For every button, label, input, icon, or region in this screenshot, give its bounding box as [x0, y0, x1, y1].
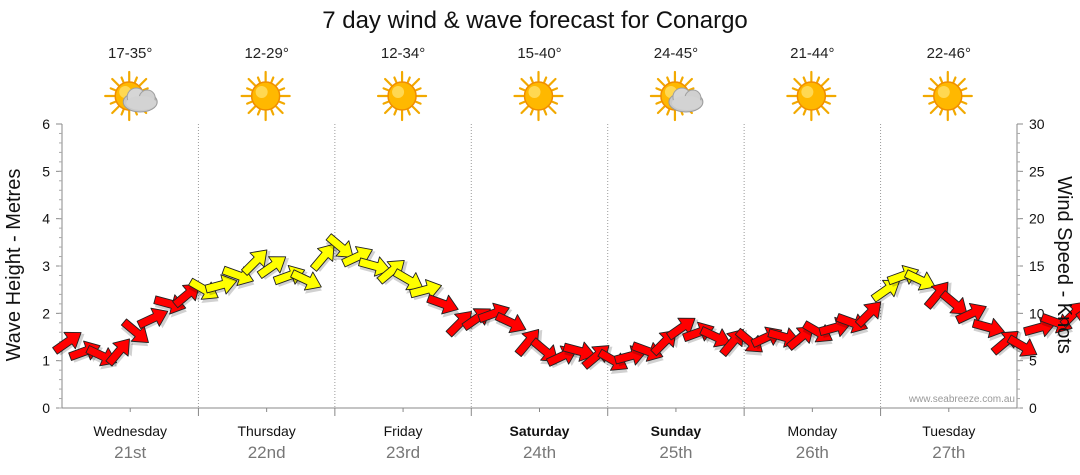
- chart-title: 7 day wind & wave forecast for Conargo: [322, 7, 748, 34]
- wind-arrow: [1006, 334, 1038, 360]
- wind-arrow: [494, 311, 527, 337]
- wind-arrow: [971, 317, 1006, 342]
- wind-arrow: [955, 302, 990, 326]
- right-tick-label: 25: [1029, 163, 1045, 179]
- day-temperature: 22-46°: [927, 45, 971, 62]
- day-name: Wednesday: [93, 423, 167, 439]
- wind-arrow: [699, 326, 732, 351]
- right-tick-label: 5: [1029, 353, 1037, 369]
- day-temperature: 24-45°: [654, 45, 698, 62]
- wind-arrow: [426, 294, 460, 318]
- right-axis-title: Wind Speed - Knots: [1053, 176, 1075, 354]
- day-temperature: 12-29°: [244, 45, 288, 62]
- wind-arrow: [204, 274, 240, 297]
- day-temperature: 21-44°: [790, 45, 834, 62]
- wind-arrow: [870, 279, 904, 304]
- left-tick-label: 2: [42, 305, 50, 321]
- wind-arrow: [409, 279, 445, 302]
- partly-cloudy-icon: [649, 70, 704, 122]
- day-date: 23rd: [386, 443, 420, 462]
- day-date: 27th: [932, 443, 965, 462]
- right-tick-label: 15: [1029, 258, 1045, 274]
- day-name: Saturday: [510, 423, 570, 439]
- watermark: www.seabreeze.com.au: [908, 394, 1015, 405]
- partly-cloudy-icon: [104, 70, 158, 122]
- wind-arrow: [939, 290, 968, 318]
- wind-arrow: [904, 269, 936, 294]
- left-tick-label: 3: [42, 258, 50, 274]
- wind-arrow: [325, 233, 354, 261]
- wind-arrow: [172, 283, 204, 309]
- right-tick-label: 0: [1029, 400, 1037, 416]
- day-name: Monday: [787, 423, 837, 439]
- day-temperature: 17-35°: [108, 45, 152, 62]
- wind-arrow: [52, 331, 85, 356]
- day-name: Tuesday: [922, 423, 975, 439]
- wind-arrow: [310, 243, 338, 272]
- left-tick-label: 0: [42, 400, 50, 416]
- left-tick-label: 4: [42, 211, 50, 227]
- day-date: 21st: [114, 443, 146, 462]
- wind-arrow: [105, 338, 134, 367]
- day-date: 25th: [659, 443, 692, 462]
- sun-icon: [922, 70, 973, 122]
- day-date: 22nd: [248, 443, 286, 462]
- wind-arrow: [666, 317, 699, 342]
- day-name: Friday: [384, 423, 423, 439]
- day-date: 26th: [796, 443, 829, 462]
- day-name: Sunday: [651, 423, 702, 439]
- day-temperature: 12-34°: [381, 45, 425, 62]
- right-tick-label: 20: [1029, 211, 1045, 227]
- wind-arrow: [290, 269, 322, 294]
- left-axis-title: Wave Height - Metres: [3, 169, 25, 362]
- day-name: Thursday: [237, 423, 295, 439]
- wind-arrow: [136, 307, 171, 331]
- wind-arrow: [786, 326, 818, 352]
- wind-arrow: [241, 249, 271, 277]
- day-temperature: 15-40°: [517, 45, 561, 62]
- day-date: 24th: [523, 443, 556, 462]
- wind-arrow: [120, 318, 149, 347]
- wind-arrow: [514, 328, 543, 357]
- right-tick-label: 30: [1029, 116, 1045, 132]
- left-tick-label: 1: [42, 353, 50, 369]
- left-tick-label: 5: [42, 163, 50, 179]
- sun-icon: [240, 70, 291, 122]
- wind-arrow: [854, 301, 885, 329]
- wind-arrow: [923, 281, 952, 310]
- sun-icon: [376, 70, 428, 122]
- sun-icon: [513, 70, 564, 122]
- right-tick-label: 10: [1029, 305, 1045, 321]
- wind-arrow: [256, 256, 290, 280]
- left-tick-label: 6: [42, 116, 50, 132]
- sun-icon: [786, 70, 837, 122]
